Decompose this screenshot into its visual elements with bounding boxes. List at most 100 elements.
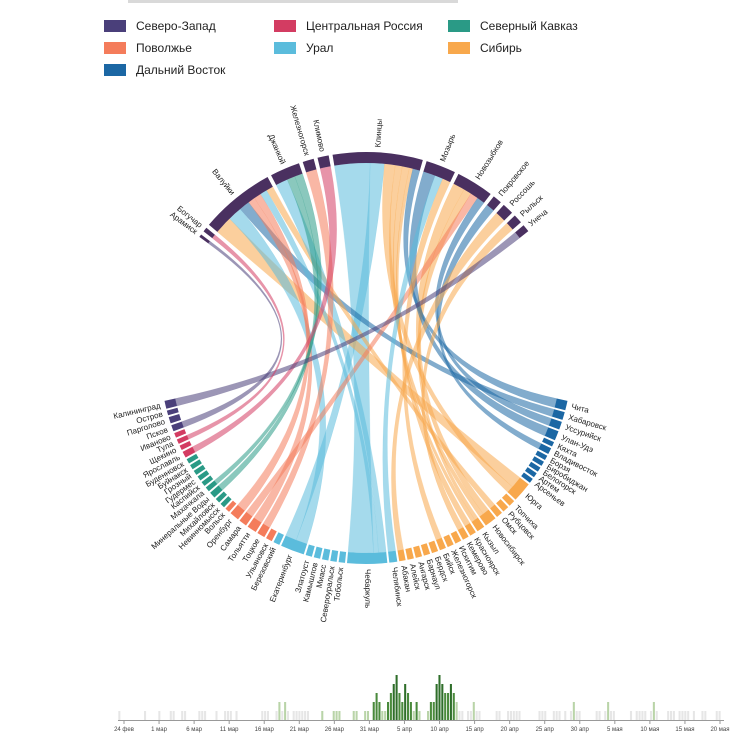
timeline-bar [301, 711, 304, 720]
timeline-bar [469, 711, 472, 720]
arc-segment [457, 527, 469, 540]
timeline-bar [458, 711, 461, 720]
arc-segment [551, 409, 565, 420]
timeline-bar [292, 711, 295, 720]
arc-segment [330, 550, 339, 562]
arc-segment [313, 546, 323, 559]
timeline-tick-label: 5 мая [607, 727, 623, 733]
arc-segment [528, 461, 541, 472]
arc-segment [535, 450, 548, 461]
arc-segment [420, 543, 431, 556]
chord-links [175, 162, 557, 554]
timeline-bar [509, 711, 512, 720]
timeline-bar [607, 702, 610, 720]
legend: Северо-Запад Центральная Россия Северный К… [104, 18, 704, 88]
timeline-tick-label: 11 мар [220, 727, 239, 733]
timeline-bar [644, 711, 647, 720]
timeline-bar [544, 711, 547, 720]
chord-ribbon [435, 197, 552, 426]
arc-segment [201, 475, 214, 486]
arc-segment [443, 534, 454, 548]
timeline-bar [475, 711, 478, 720]
node-label: Новозыбков [474, 138, 505, 181]
timeline-bar [338, 711, 341, 720]
timeline-tick-label: 25 апр [536, 727, 555, 733]
arc-segment [302, 158, 317, 173]
timeline-bar [447, 693, 450, 720]
arc-segment [496, 499, 509, 512]
arc-segment [507, 477, 529, 500]
legend-label: Поволжье [136, 41, 192, 55]
timeline-bar [612, 711, 615, 720]
timeline-bar [215, 711, 218, 720]
node-label: Чита [570, 402, 590, 415]
arc-segment [321, 548, 331, 561]
timeline-bar [412, 711, 415, 720]
arc-segment [548, 418, 562, 430]
timeline-bar [604, 711, 607, 720]
chord-ribbon [214, 173, 322, 485]
arc-segment [554, 398, 568, 411]
timeline-bar [667, 711, 670, 720]
timeline-bar [609, 711, 613, 720]
chord-ribbon [391, 212, 505, 551]
timeline-bar [441, 684, 444, 720]
timeline-bar [541, 711, 544, 720]
timeline-tick-label: 15 апр [465, 727, 484, 733]
arc-segment [453, 173, 491, 203]
timeline-bar [564, 711, 567, 720]
timeline-bar [655, 711, 658, 720]
timeline-tick-label: 16 мар [255, 727, 275, 733]
timeline-bar [515, 711, 518, 720]
timeline-bar [429, 702, 432, 720]
chord-ribbon [402, 178, 451, 541]
arc-segment [208, 177, 273, 232]
timeline-bar [386, 702, 390, 720]
timeline-tick-label: 30 апр [571, 727, 590, 733]
arc-segment [179, 441, 192, 451]
timeline-bar [507, 711, 510, 720]
timeline-bar [641, 711, 644, 720]
arc-segment [515, 225, 529, 238]
legend-label: Северо-Запад [136, 19, 216, 33]
timeline-bar [355, 711, 358, 720]
timeline-bar [204, 711, 207, 720]
timeline-bar [395, 675, 398, 720]
node-label: Юрга [523, 492, 544, 512]
timeline-bar [275, 711, 278, 720]
timeline-tick-label: 20 мая [710, 727, 729, 733]
arc-segment [247, 517, 262, 532]
timeline-bar [578, 711, 581, 720]
arc-segment [164, 398, 177, 409]
timeline-bar [281, 711, 284, 720]
arc-segment [397, 549, 406, 562]
timeline-tick-label: 31 мар [360, 727, 380, 733]
arc-segment [346, 551, 388, 564]
timeline-bar [572, 702, 575, 720]
chord-ribbon [192, 166, 337, 453]
timeline-bar [472, 702, 475, 720]
legend-label: Дальний Восток [136, 63, 226, 77]
node-label: Клинцы [373, 118, 384, 147]
legend-label: Северный Кавказ [480, 19, 578, 33]
arc-segment [230, 504, 245, 520]
timeline-bar [575, 711, 578, 720]
arc-segment [428, 540, 439, 554]
arc-segment [257, 523, 270, 538]
arc-segment [176, 435, 189, 444]
timeline-bar [687, 711, 690, 720]
arc-segment [496, 204, 513, 221]
timeline-tick-label: 1 мар [151, 727, 167, 733]
arc-segment [305, 544, 315, 557]
timeline-bar [407, 693, 410, 720]
timeline-bar [715, 711, 718, 720]
timeline-bar [306, 711, 310, 720]
timeline-tick-label: 20 апр [501, 727, 520, 733]
chord-ribbon [218, 176, 319, 491]
arc-segment [273, 532, 284, 545]
arc-segment [317, 155, 331, 169]
timeline-bar [321, 711, 324, 720]
arc-segment [524, 467, 537, 478]
timeline-bar [226, 711, 229, 720]
